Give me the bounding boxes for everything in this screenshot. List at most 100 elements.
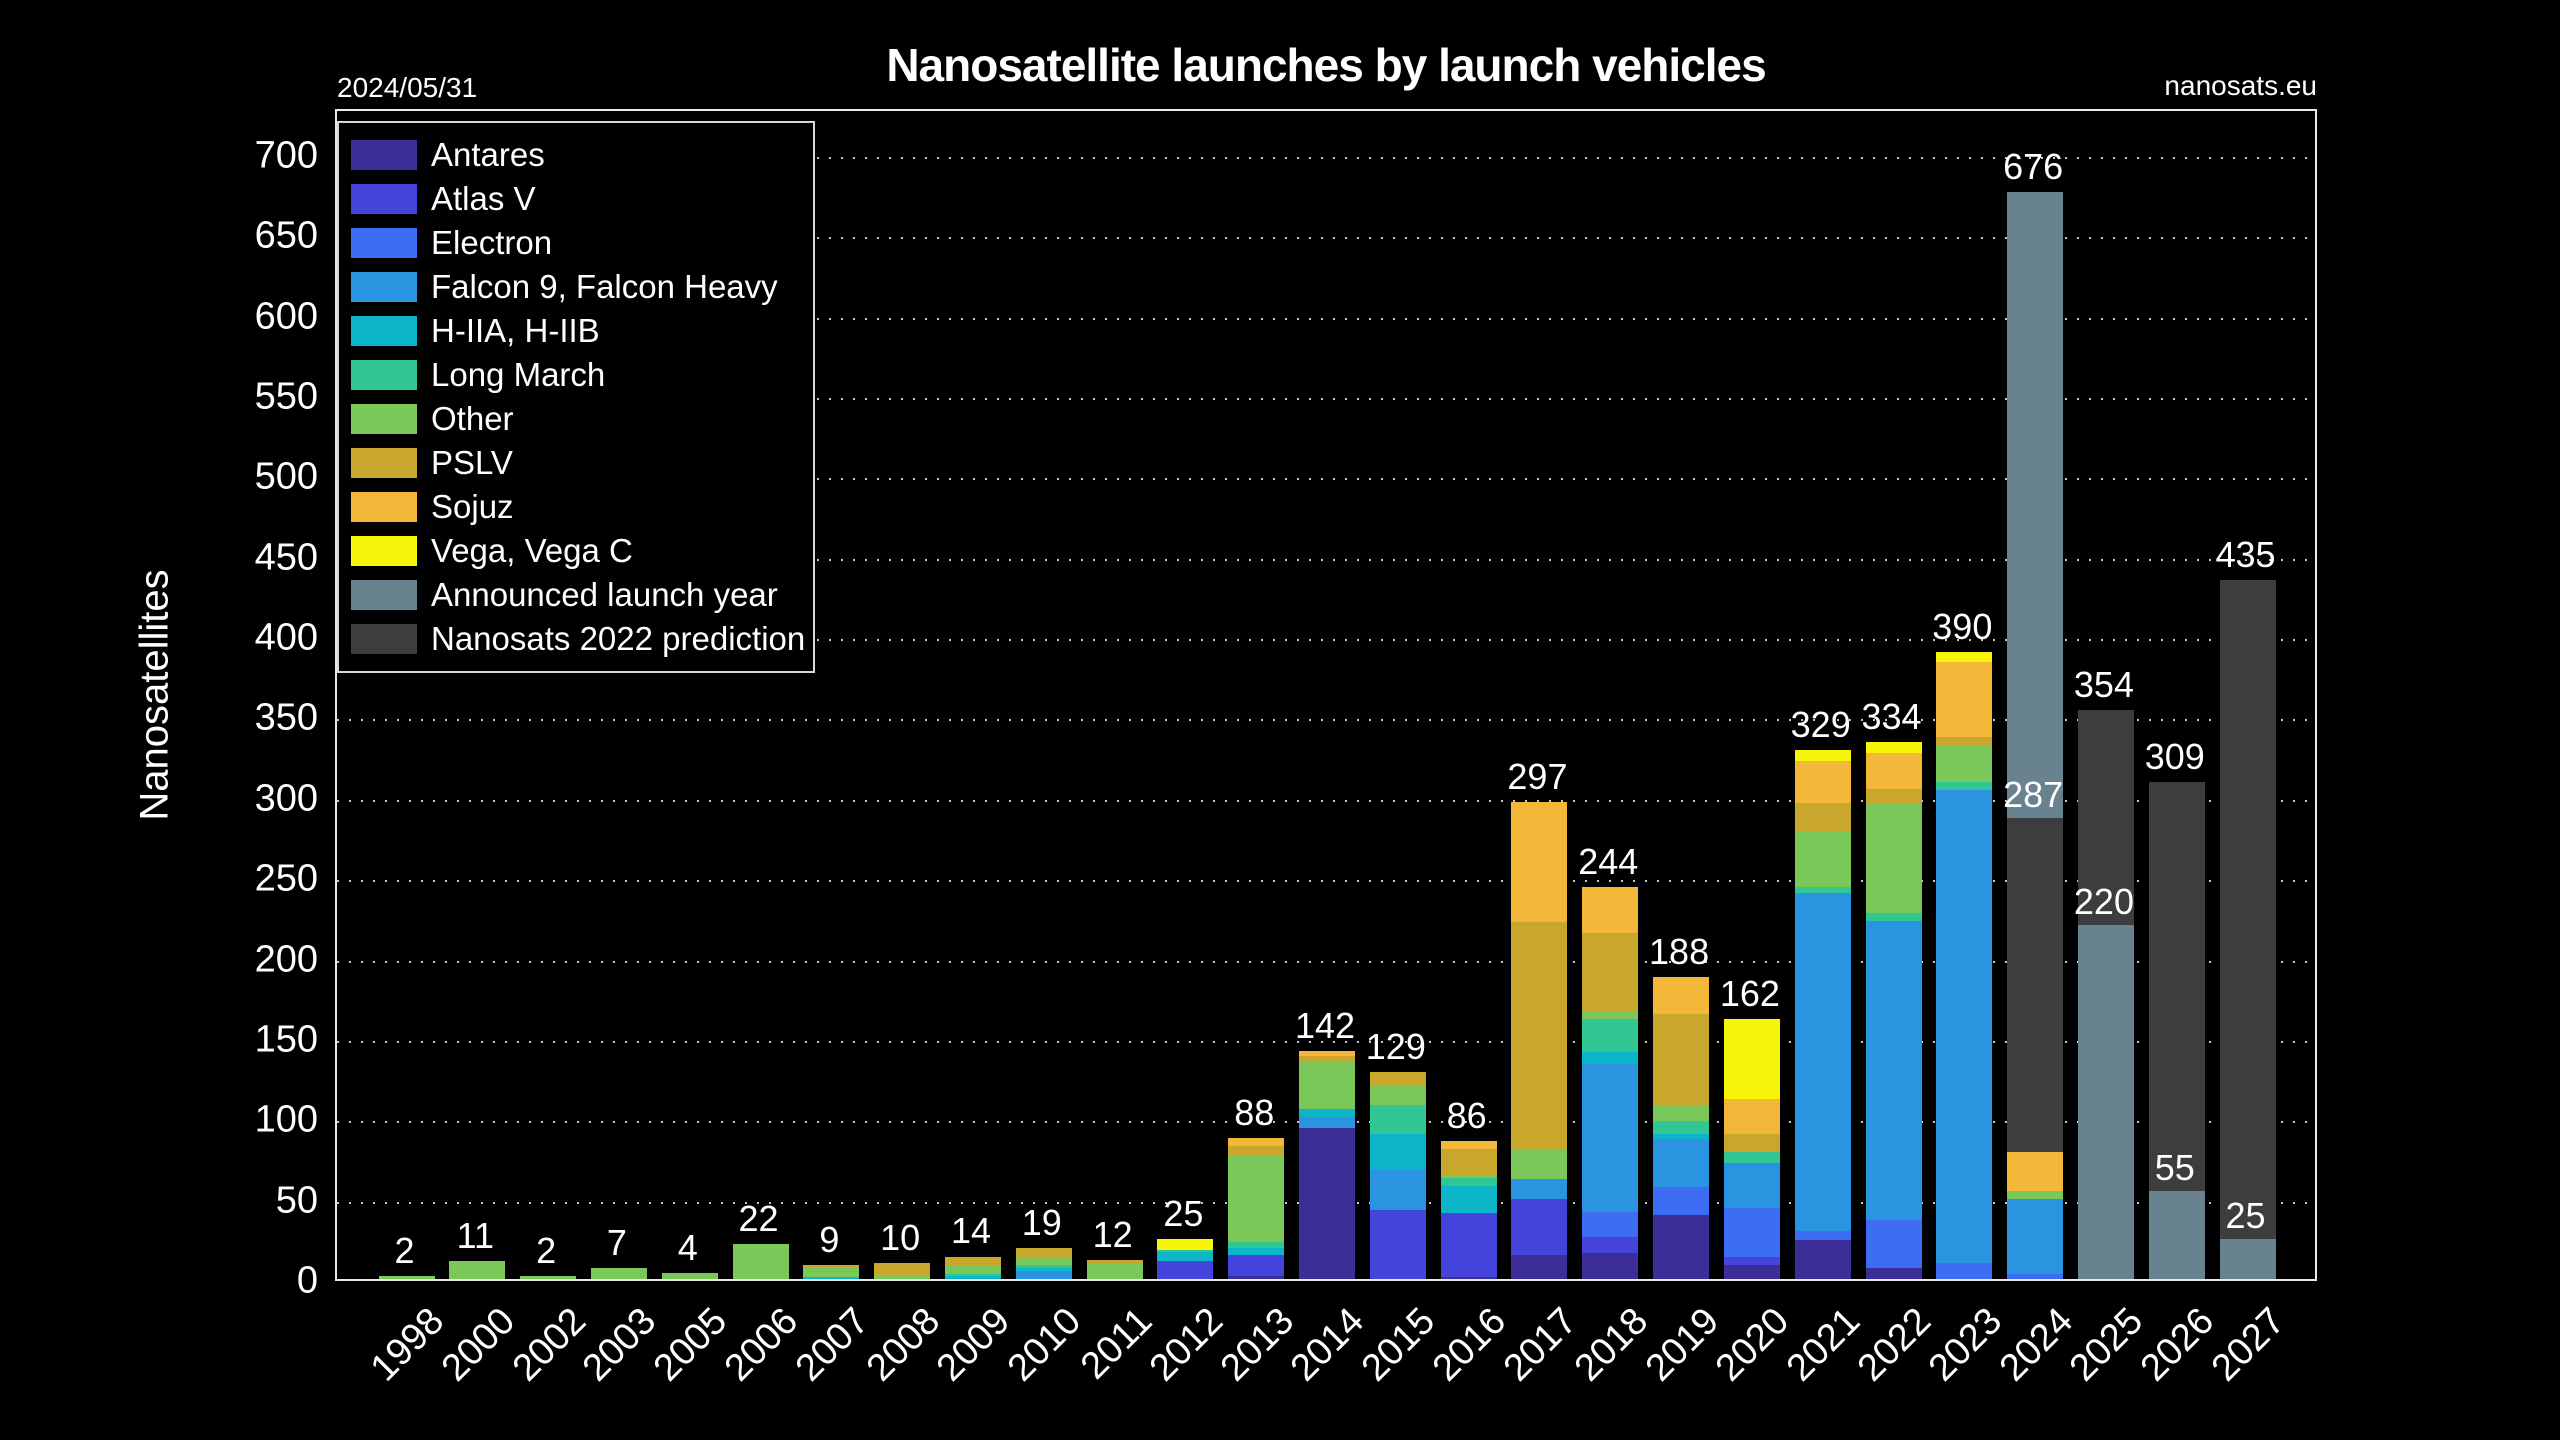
bar-total-label-2012: 25 bbox=[1163, 1192, 1204, 1234]
x-tick-label-2009: 2009 bbox=[929, 1300, 1019, 1390]
segment-2013-longmarch bbox=[1228, 1242, 1285, 1249]
bar-2027 bbox=[2219, 579, 2276, 1279]
bar-2000 bbox=[449, 1261, 506, 1279]
segment-2005-other bbox=[661, 1274, 718, 1279]
segment-2020-falcon bbox=[1723, 1163, 1780, 1209]
x-tick-label-2006: 2006 bbox=[716, 1300, 807, 1390]
x-tick-label-2007: 2007 bbox=[787, 1300, 878, 1390]
bar-2013 bbox=[1228, 1137, 1285, 1279]
x-tick-label-2023: 2023 bbox=[1920, 1300, 2011, 1390]
bar-2002 bbox=[520, 1275, 577, 1279]
segment-2026-announced bbox=[2148, 1190, 2205, 1279]
segment-2016-antares bbox=[1440, 1277, 1497, 1279]
segment-2015-pslv bbox=[1369, 1071, 1426, 1087]
x-tick-label-2017: 2017 bbox=[1495, 1300, 1586, 1390]
segment-2024-electron bbox=[2007, 1274, 2064, 1279]
legend-label-antares: Antares bbox=[431, 136, 545, 173]
legend-label-vega: Vega, Vega C bbox=[431, 532, 633, 569]
segment-2018-h2 bbox=[1582, 1052, 1639, 1064]
segment-2015-h2 bbox=[1369, 1134, 1426, 1170]
bar-sub-label-2026: 55 bbox=[2154, 1146, 2195, 1188]
segment-2019-antares bbox=[1653, 1214, 1710, 1279]
segment-2015-longmarch bbox=[1369, 1105, 1426, 1135]
segment-2016-atlas bbox=[1440, 1213, 1497, 1278]
segment-2023-pslv bbox=[1936, 737, 1993, 746]
x-tick-label-2025: 2025 bbox=[2062, 1300, 2152, 1390]
segment-2013-sojuz bbox=[1228, 1137, 1285, 1146]
segment-2015-other bbox=[1369, 1086, 1426, 1106]
legend-label-other: Other bbox=[431, 400, 514, 437]
bar-total-label-2023: 390 bbox=[1932, 606, 1993, 648]
bar-2010 bbox=[1015, 1248, 1072, 1279]
bar-total-label-2018: 244 bbox=[1578, 840, 1639, 882]
bar-total-label-2025: 354 bbox=[2073, 663, 2134, 705]
bar-total-label-2002: 2 bbox=[536, 1229, 557, 1271]
segment-2016-sojuz bbox=[1440, 1140, 1497, 1149]
legend-label-pslv: PSLV bbox=[431, 444, 513, 481]
y-tick-label: 450 bbox=[254, 536, 318, 579]
x-tick-label-2016: 2016 bbox=[1424, 1300, 1515, 1390]
chart-title: Nanosatellite launches by launch vehicle… bbox=[886, 39, 1766, 91]
segment-2014-other bbox=[1299, 1062, 1356, 1109]
legend-swatch-falcon bbox=[351, 272, 417, 302]
segment-2000-other bbox=[449, 1261, 506, 1279]
bar-total-label-2009: 14 bbox=[950, 1210, 991, 1252]
y-tick-label: 400 bbox=[254, 616, 318, 659]
segment-2016-longmarch bbox=[1440, 1177, 1497, 1186]
segment-2021-antares bbox=[1794, 1240, 1851, 1279]
segment-2024-prediction bbox=[2007, 817, 2064, 1153]
segment-2020-sojuz bbox=[1723, 1098, 1780, 1135]
x-tick-label-2024: 2024 bbox=[1991, 1300, 2081, 1390]
segment-2015-falcon bbox=[1369, 1169, 1426, 1210]
bar-total-label-2026: 309 bbox=[2144, 736, 2205, 778]
segment-2025-prediction bbox=[2077, 709, 2134, 926]
segment-2009-longmarch bbox=[944, 1274, 1001, 1276]
segment-2010-longmarch bbox=[1015, 1264, 1072, 1268]
segment-2022-vega bbox=[1865, 742, 1922, 754]
bar-2018 bbox=[1582, 886, 1639, 1279]
legend-swatch-h2 bbox=[351, 316, 417, 346]
bar-total-label-1998: 2 bbox=[394, 1229, 415, 1271]
bar-2020 bbox=[1723, 1018, 1780, 1279]
segment-2023-longmarch bbox=[1936, 782, 1993, 791]
segment-2022-antares bbox=[1865, 1267, 1922, 1279]
segment-2024-other bbox=[2007, 1190, 2064, 1199]
segment-2022-sojuz bbox=[1865, 753, 1922, 789]
segment-2007-other bbox=[803, 1267, 860, 1278]
bar-2025 bbox=[2077, 709, 2134, 1279]
segment-2016-h2 bbox=[1440, 1185, 1497, 1214]
segment-2020-pslv bbox=[1723, 1134, 1780, 1153]
segment-2008-pslv bbox=[874, 1262, 931, 1276]
segment-2019-h2 bbox=[1653, 1134, 1710, 1140]
bar-2019 bbox=[1653, 976, 1710, 1279]
bar-2009 bbox=[944, 1256, 1001, 1279]
segment-2022-other bbox=[1865, 803, 1922, 913]
segment-2009-pslv bbox=[944, 1256, 1001, 1265]
bar-2023 bbox=[1936, 652, 1993, 1279]
segment-2020-vega bbox=[1723, 1018, 1780, 1099]
segment-2023-other bbox=[1936, 745, 1993, 783]
bar-sub-label-2024: 287 bbox=[2003, 773, 2064, 815]
legend-row-h2: H-IIA, H-IIB bbox=[351, 309, 801, 353]
segment-2014-pslv bbox=[1299, 1055, 1356, 1062]
bar-total-label-2021: 329 bbox=[1790, 704, 1851, 746]
bar-total-label-2010: 19 bbox=[1021, 1202, 1062, 1244]
x-tick-label-2011: 2011 bbox=[1072, 1300, 1161, 1388]
segment-2022-falcon bbox=[1865, 920, 1922, 1220]
legend-label-sojuz: Sojuz bbox=[431, 488, 514, 525]
segment-2013-pslv bbox=[1228, 1145, 1285, 1156]
legend-row-announced: Announced launch year bbox=[351, 573, 801, 617]
legend-row-sojuz: Sojuz bbox=[351, 485, 801, 529]
bar-total-label-2003: 7 bbox=[606, 1221, 627, 1263]
segment-2018-atlas bbox=[1582, 1237, 1639, 1254]
legend-row-falcon: Falcon 9, Falcon Heavy bbox=[351, 265, 801, 309]
y-tick-label: 300 bbox=[254, 777, 318, 820]
segment-2013-other bbox=[1228, 1155, 1285, 1243]
legend-label-electron: Electron bbox=[431, 224, 553, 261]
segment-2023-vega bbox=[1936, 652, 1993, 662]
segment-2023-sojuz bbox=[1936, 661, 1993, 738]
segment-2017-falcon bbox=[1511, 1179, 1568, 1199]
legend-label-prediction: Nanosats 2022 prediction bbox=[431, 620, 806, 657]
bar-total-label-2015: 129 bbox=[1365, 1025, 1426, 1067]
